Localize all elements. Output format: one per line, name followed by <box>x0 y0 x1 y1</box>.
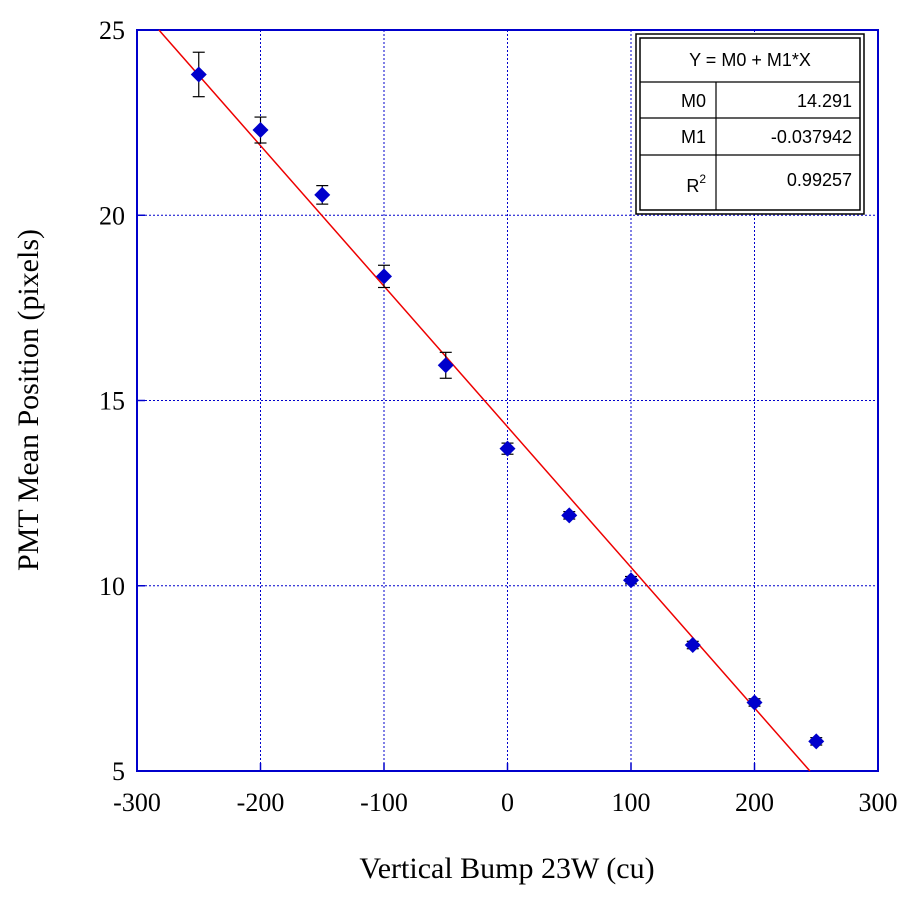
y-axis-title: PMT Mean Position (pixels) <box>12 229 45 571</box>
grid <box>137 30 878 771</box>
data-point <box>499 440 516 457</box>
x-axis-title: Vertical Bump 23W (cu) <box>359 852 654 885</box>
data-point <box>561 507 578 524</box>
fit-row-label-sup: 2 <box>699 172 706 186</box>
fit-equation: Y = M0 + M1*X <box>689 50 811 70</box>
y-tick-label: 10 <box>99 572 125 601</box>
x-tick-label: -300 <box>113 788 161 817</box>
fit-row-label-r: R <box>686 176 699 196</box>
data-point <box>376 268 392 285</box>
y-tick-labels: 5 10 15 20 25 <box>99 16 125 786</box>
y-tick-label: 15 <box>99 387 125 416</box>
fit-table: Y = M0 + M1*X M0 14.291 M1 -0.037942 R2 … <box>635 33 865 215</box>
x-tick-label: -100 <box>360 788 408 817</box>
data-point <box>252 122 269 139</box>
data-point <box>746 694 763 711</box>
x-tick-label: 0 <box>501 788 514 817</box>
fit-row-label-m1: M1 <box>681 127 706 147</box>
fit-row-value-m1: -0.037942 <box>771 127 852 147</box>
x-tick-label: -200 <box>237 788 285 817</box>
y-tick-label: 25 <box>99 16 125 45</box>
x-tick-labels: -300 -200 -100 0 100 200 300 <box>113 788 897 817</box>
data-point <box>623 572 639 589</box>
fit-row-label-r2: R2 <box>686 172 706 196</box>
data-point <box>190 66 207 83</box>
fit-row-value-r2: 0.99257 <box>787 170 852 190</box>
x-tick-label: 200 <box>735 788 774 817</box>
data-points <box>190 66 825 750</box>
data-point <box>437 357 454 374</box>
data-point <box>684 637 701 654</box>
fit-line-group <box>158 29 811 772</box>
fit-line <box>158 29 811 772</box>
x-tick-label: 300 <box>859 788 898 817</box>
y-tick-label: 20 <box>99 201 125 230</box>
data-point <box>808 733 825 750</box>
axis-ticks <box>136 29 879 772</box>
fit-row-value-m0: 14.291 <box>797 91 852 111</box>
x-tick-label: 100 <box>612 788 651 817</box>
data-point <box>314 186 331 203</box>
y-tick-label: 5 <box>112 757 125 786</box>
fit-row-label-m0: M0 <box>681 91 706 111</box>
